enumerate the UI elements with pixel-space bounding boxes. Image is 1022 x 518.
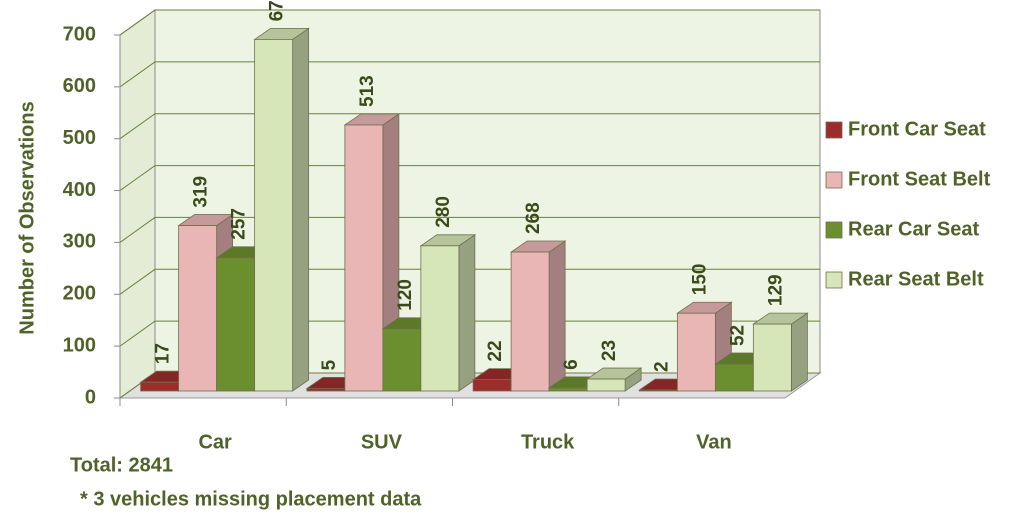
y-tick-label: 100 — [63, 334, 96, 356]
bar — [382, 328, 422, 392]
data-label: 678 — [267, 0, 288, 21]
bar-side — [292, 27, 310, 392]
bar — [676, 312, 716, 392]
y-tick-label: 700 — [63, 23, 96, 45]
data-label: 52 — [727, 325, 748, 346]
data-label: 150 — [689, 264, 710, 296]
bar — [178, 225, 218, 392]
legend-swatch — [825, 221, 843, 239]
bar — [548, 387, 588, 392]
bar-side — [458, 234, 476, 392]
grid-line — [119, 216, 820, 243]
data-label: 268 — [523, 202, 544, 234]
y-tick-label: 500 — [63, 127, 96, 149]
bar — [752, 323, 792, 392]
side-wall — [119, 9, 156, 399]
grid-line — [119, 268, 820, 295]
data-label: 23 — [599, 340, 620, 361]
grid-line — [119, 61, 820, 88]
x-tick-label: Truck — [521, 431, 575, 453]
legend-label: Rear Seat Belt — [848, 268, 984, 290]
bar — [714, 363, 754, 392]
grid-line — [119, 165, 820, 191]
y-tick-label: 200 — [63, 283, 96, 305]
x-tick-label: Car — [198, 431, 232, 453]
data-label: 5 — [319, 359, 340, 370]
grid-line — [119, 9, 820, 36]
bar — [306, 388, 346, 392]
legend-swatch — [825, 271, 843, 289]
y-tick-label: 300 — [63, 231, 96, 253]
y-tick-label: 400 — [63, 179, 96, 201]
data-label: 17 — [153, 343, 174, 364]
bar-side — [790, 312, 808, 392]
bar — [216, 257, 256, 392]
legend-swatch — [825, 121, 843, 139]
legend-label: Front Seat Belt — [848, 168, 991, 190]
bar — [140, 381, 180, 392]
x-tick-label: SUV — [361, 431, 403, 453]
bar — [254, 39, 294, 392]
data-label: 319 — [191, 176, 212, 208]
x-tick-label: Van — [696, 431, 732, 453]
data-label: 513 — [357, 75, 378, 107]
bar — [586, 378, 626, 392]
grid-line — [119, 113, 820, 140]
data-label: 129 — [765, 274, 786, 306]
bar — [420, 245, 460, 392]
y-tick-label: 600 — [63, 75, 96, 97]
y-axis-title: Number of Observations — [16, 101, 38, 334]
annotation: Total: 2841 — [70, 454, 173, 476]
bar — [472, 379, 512, 392]
data-label: 2 — [651, 361, 672, 372]
bar — [638, 389, 678, 392]
y-tick-label: 0 — [85, 386, 96, 408]
data-label: 257 — [229, 208, 250, 240]
bar — [344, 124, 384, 392]
data-label: 280 — [433, 196, 454, 228]
legend-label: Front Car Seat — [848, 118, 986, 140]
annotation: * 3 vehicles missing placement data — [80, 488, 422, 510]
grid-line — [119, 320, 820, 347]
data-label: 22 — [485, 340, 506, 361]
data-label: 6 — [561, 359, 582, 370]
bar — [510, 251, 550, 392]
data-label: 120 — [395, 279, 416, 311]
legend-label: Rear Car Seat — [848, 218, 980, 240]
legend-swatch — [825, 171, 843, 189]
